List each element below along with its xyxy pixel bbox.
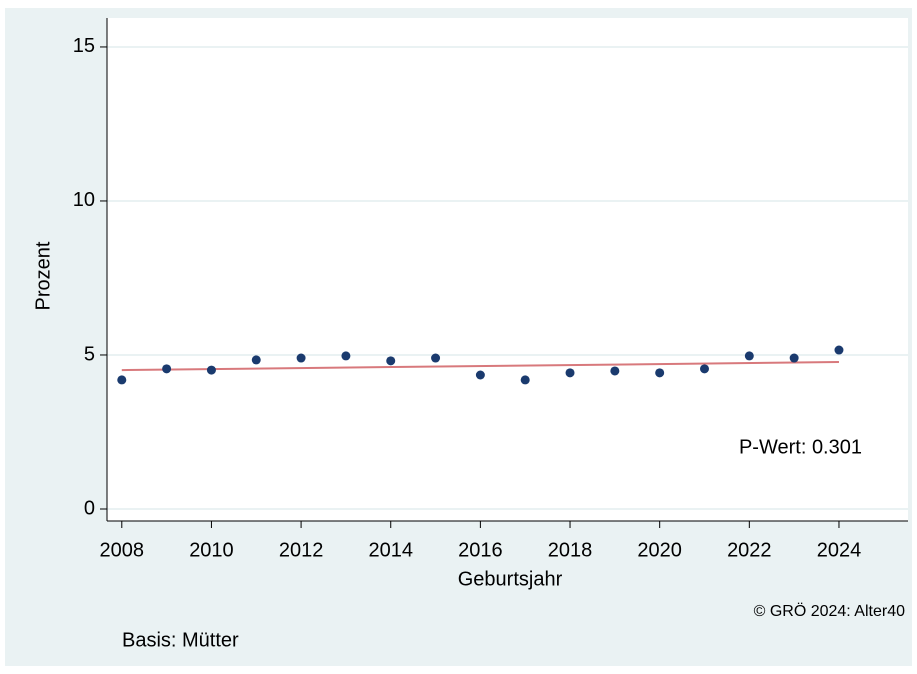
point: [610, 366, 620, 376]
point: [475, 370, 485, 380]
x-tick-label: 2012: [279, 539, 324, 561]
point: [296, 353, 306, 363]
point: [700, 364, 710, 374]
point: [386, 356, 396, 366]
point: [565, 368, 575, 378]
point: [520, 375, 530, 385]
trend-line: [121, 361, 839, 372]
point: [655, 368, 665, 378]
y-tick-label: 5: [84, 343, 95, 365]
x-tick-label: 2022: [727, 539, 772, 561]
point: [789, 353, 799, 363]
x-tick-label: 2014: [368, 539, 413, 561]
point: [206, 365, 216, 375]
x-tick-label: 2018: [548, 539, 593, 561]
y-tick-label: 10: [73, 189, 95, 211]
point: [431, 353, 441, 363]
note: Basis: Mütter: [122, 629, 239, 651]
point: [744, 351, 754, 361]
point: [162, 364, 172, 374]
y-axis-label: Prozent: [32, 241, 54, 310]
point: [341, 351, 351, 361]
plot-area: [107, 18, 908, 521]
x-tick-label: 2024: [817, 539, 862, 561]
point: [251, 355, 261, 365]
annotation: P-Wert: 0.301: [739, 436, 862, 458]
x-tick-label: 2020: [637, 539, 682, 561]
point: [117, 375, 127, 385]
x-tick-label: 2010: [189, 539, 234, 561]
credit: © GRÖ 2024: Alter40: [754, 602, 906, 620]
x-tick-label: 2016: [458, 539, 503, 561]
point: [834, 345, 844, 355]
y-tick-label: 15: [73, 35, 95, 57]
y-tick-label: 0: [84, 497, 95, 519]
x-tick-label: 2008: [100, 539, 145, 561]
x-axis-label: Geburtsjahr: [458, 568, 563, 590]
